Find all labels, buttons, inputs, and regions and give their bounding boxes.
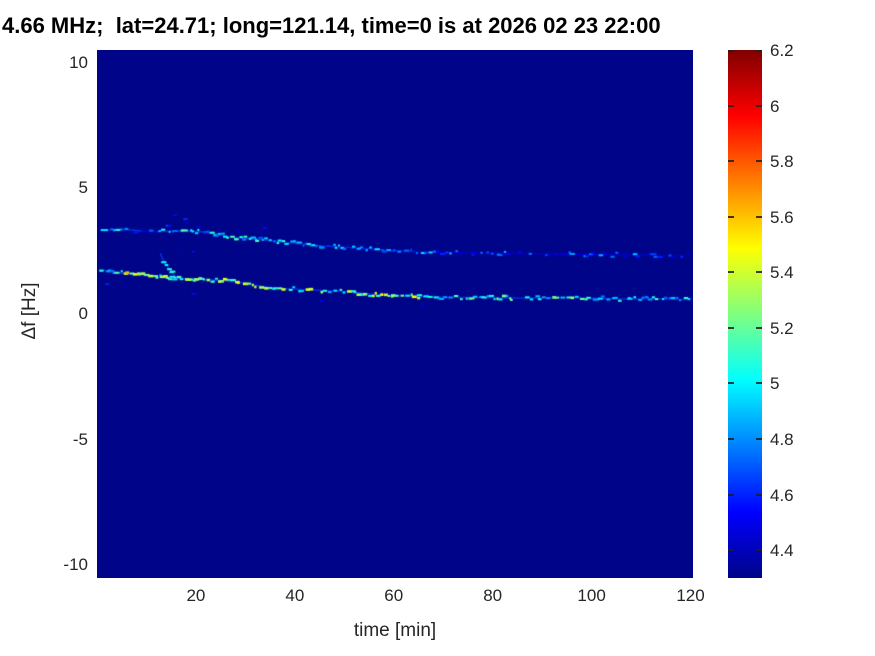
colorbar-tick-label: 5 <box>770 374 780 394</box>
colorbar-tick-mark <box>756 271 762 274</box>
colorbar-tick-mark <box>728 50 734 52</box>
colorbar-tick-mark <box>756 215 762 218</box>
colorbar-tick-label: 4.4 <box>770 541 794 561</box>
colorbar <box>728 50 762 578</box>
colorbar-tick-mark <box>728 160 734 163</box>
colorbar-tick-mark <box>728 493 734 496</box>
colorbar-tick-label: 6 <box>770 96 780 116</box>
colorbar-tick-mark <box>756 326 762 329</box>
colorbar-tick-mark <box>756 438 762 441</box>
colorbar-tick-mark <box>756 160 762 163</box>
y-tick-label: -10 <box>63 555 88 575</box>
x-tick-label: 120 <box>676 586 705 605</box>
x-tick-label: 40 <box>285 586 305 605</box>
y-tick-label: 5 <box>78 178 88 198</box>
plot-area <box>97 50 693 578</box>
colorbar-tick-mark <box>756 493 762 496</box>
y-tick-label: 0 <box>78 304 88 323</box>
colorbar-tick-mark <box>756 382 762 385</box>
colorbar-tick-mark <box>756 50 762 52</box>
colorbar-tick-mark <box>728 326 734 329</box>
colorbar-tick-mark <box>728 104 734 107</box>
x-axis-label: time [min] <box>353 620 437 641</box>
heatmap-canvas <box>97 50 693 578</box>
colorbar-tick-mark <box>728 215 734 218</box>
x-tick-label: 100 <box>577 586 606 605</box>
colorbar-tick-mark <box>728 438 734 441</box>
colorbar-tick-label: 5.4 <box>770 263 794 283</box>
x-tick-label: 60 <box>384 586 404 605</box>
colorbar-tick-label: 4.8 <box>770 430 794 450</box>
colorbar-tick-label: 5.6 <box>770 207 794 227</box>
x-tick-label: 80 <box>483 586 503 605</box>
plot-title: 4.66 MHz; lat=24.71; long=121.14, time=0… <box>2 13 661 38</box>
colorbar-tick-label: 5.2 <box>770 318 794 338</box>
colorbar-tick-mark <box>756 549 762 552</box>
y-tick-label: 10 <box>69 52 88 72</box>
colorbar-tick-label: 4.6 <box>770 485 794 505</box>
colorbar-tick-label: 5.8 <box>770 152 794 172</box>
colorbar-tick-mark <box>728 549 734 552</box>
colorbar-tick-mark <box>728 271 734 274</box>
colorbar-tick-mark <box>728 382 734 385</box>
colorbar-tick-mark <box>756 104 762 107</box>
x-tick-label: 20 <box>186 586 206 605</box>
colorbar-tick-label: 6.2 <box>770 41 794 60</box>
y-tick-label: -5 <box>72 429 88 449</box>
